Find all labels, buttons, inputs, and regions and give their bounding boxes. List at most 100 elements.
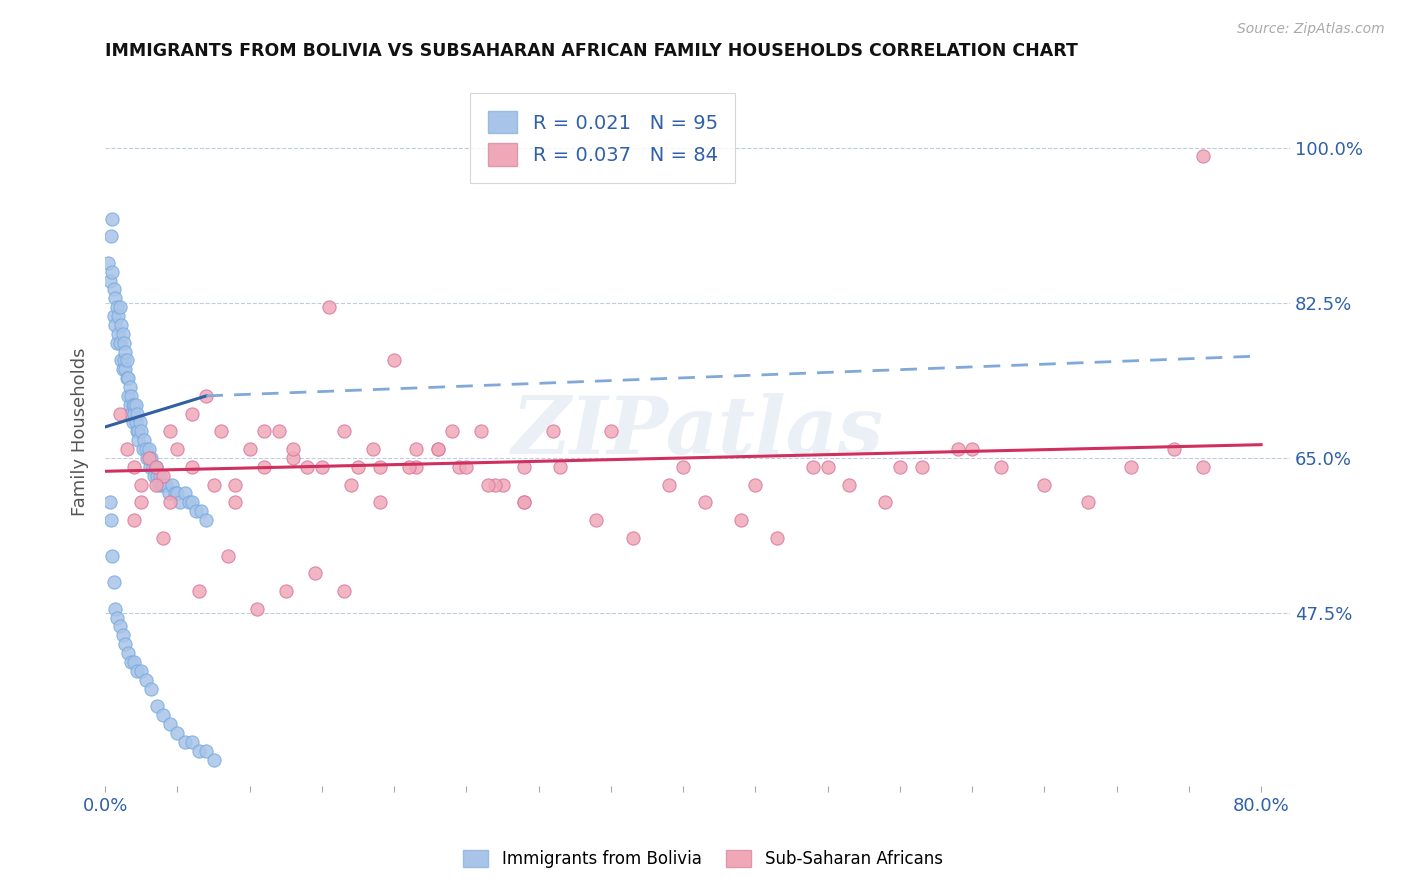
Point <box>541 425 564 439</box>
Point <box>173 735 195 749</box>
Point <box>152 531 174 545</box>
Text: Source: ZipAtlas.com: Source: ZipAtlas.com <box>1237 22 1385 37</box>
Point <box>188 744 211 758</box>
Point <box>105 300 128 314</box>
Point <box>115 353 138 368</box>
Point <box>152 708 174 723</box>
Point <box>155 477 177 491</box>
Point <box>141 450 163 465</box>
Point <box>111 326 134 341</box>
Point <box>114 637 136 651</box>
Point <box>889 459 911 474</box>
Point <box>990 459 1012 474</box>
Point <box>405 459 427 474</box>
Point <box>127 434 149 448</box>
Point <box>159 495 181 509</box>
Point <box>368 495 391 509</box>
Point <box>111 628 134 642</box>
Point <box>190 504 212 518</box>
Point <box>124 398 146 412</box>
Y-axis label: Family Households: Family Households <box>72 347 89 516</box>
Point <box>801 459 824 474</box>
Point <box>108 335 131 350</box>
Point <box>131 495 153 509</box>
Point <box>101 549 124 563</box>
Point <box>217 549 239 563</box>
Point <box>134 434 156 448</box>
Text: ZIPatlas: ZIPatlas <box>512 392 884 470</box>
Point <box>135 442 157 456</box>
Point <box>121 416 143 430</box>
Point <box>730 513 752 527</box>
Point <box>150 477 173 491</box>
Point <box>875 495 897 509</box>
Point <box>107 326 129 341</box>
Point <box>440 425 463 439</box>
Point <box>110 353 132 368</box>
Point <box>239 442 262 456</box>
Point <box>246 601 269 615</box>
Point <box>224 495 246 509</box>
Point <box>224 477 246 491</box>
Point <box>101 211 124 226</box>
Point <box>145 459 167 474</box>
Point <box>693 495 716 509</box>
Point <box>145 459 167 474</box>
Point <box>766 531 789 545</box>
Point <box>114 362 136 376</box>
Point <box>267 425 290 439</box>
Point <box>122 398 145 412</box>
Legend: Immigrants from Bolivia, Sub-Saharan Africans: Immigrants from Bolivia, Sub-Saharan Afr… <box>457 843 949 875</box>
Point <box>910 459 932 474</box>
Point <box>405 442 427 456</box>
Point <box>117 371 139 385</box>
Point <box>127 425 149 439</box>
Point <box>186 504 208 518</box>
Point <box>122 513 145 527</box>
Point <box>159 425 181 439</box>
Point <box>470 425 492 439</box>
Point <box>195 389 218 403</box>
Point <box>108 619 131 633</box>
Point <box>146 468 169 483</box>
Point <box>513 459 536 474</box>
Point <box>115 371 138 385</box>
Point <box>98 495 121 509</box>
Point <box>108 407 131 421</box>
Point <box>744 477 766 491</box>
Point <box>491 477 513 491</box>
Point <box>136 450 159 465</box>
Point <box>107 309 129 323</box>
Point <box>318 300 340 314</box>
Point <box>484 477 506 491</box>
Point <box>118 398 141 412</box>
Point <box>110 318 132 332</box>
Point <box>1192 459 1215 474</box>
Point <box>1163 442 1185 456</box>
Point <box>449 459 471 474</box>
Point <box>180 735 202 749</box>
Point <box>142 459 165 474</box>
Point <box>173 486 195 500</box>
Point <box>135 673 157 687</box>
Point <box>163 486 186 500</box>
Point <box>368 459 391 474</box>
Point <box>117 389 139 403</box>
Text: IMMIGRANTS FROM BOLIVIA VS SUBSAHARAN AFRICAN FAMILY HOUSEHOLDS CORRELATION CHAR: IMMIGRANTS FROM BOLIVIA VS SUBSAHARAN AF… <box>105 42 1078 60</box>
Point <box>117 646 139 660</box>
Point <box>139 459 162 474</box>
Point <box>274 584 297 599</box>
Point <box>180 407 202 421</box>
Point <box>122 407 145 421</box>
Point <box>148 477 170 491</box>
Point <box>100 229 122 244</box>
Point <box>209 425 232 439</box>
Point <box>166 442 188 456</box>
Point <box>180 459 202 474</box>
Point <box>1192 149 1215 163</box>
Point <box>104 291 127 305</box>
Point <box>105 610 128 624</box>
Point <box>105 335 128 350</box>
Point <box>143 468 166 483</box>
Point <box>361 442 384 456</box>
